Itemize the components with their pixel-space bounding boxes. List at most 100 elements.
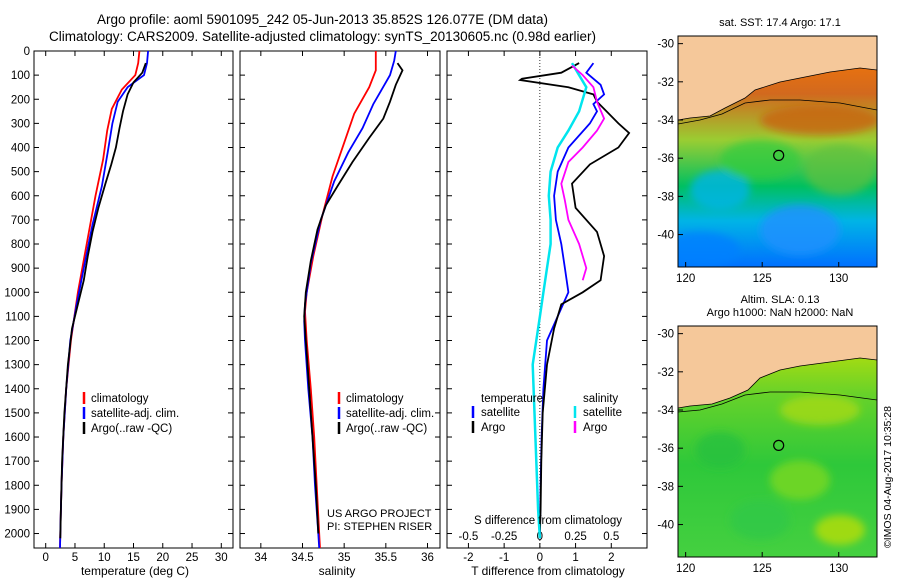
- legend-t-argo: Argo: [481, 422, 505, 434]
- profile-panel-salinity: 34 34.5 35 35.5 36: [239, 50, 441, 564]
- x-tick-label: -1: [499, 552, 509, 564]
- map-y-tick-label: -36: [657, 153, 674, 165]
- y-tick-label: 1800: [4, 480, 30, 492]
- y-tick-label: 500: [11, 167, 30, 179]
- y-tick-label: 1900: [4, 504, 30, 516]
- float-location-marker: [773, 149, 785, 161]
- y-tick-label: 300: [11, 118, 30, 130]
- map-y-tick-label: -38: [657, 191, 674, 203]
- sla-map-title-line2: Argo h1000: NaN h2000: NaN: [707, 307, 854, 319]
- sla-map: Altim. SLA: 0.13 Argo h1000: NaN h2000: …: [657, 294, 878, 575]
- legend-climatology: climatology: [346, 393, 404, 405]
- figure-title-line2: Climatology: CARS2009. Satellite-adjuste…: [48, 29, 597, 44]
- project-line1: US ARGO PROJECT: [327, 508, 432, 520]
- x-tick-label: 15: [127, 552, 140, 564]
- series-line: [303, 62, 404, 534]
- y-tick-label: 600: [11, 191, 30, 203]
- map-x-tick-label: 130: [829, 563, 848, 575]
- legend-satellite: satellite-adj. clim.: [346, 408, 434, 420]
- x-tick-label: 35: [338, 552, 351, 564]
- legend-climatology: climatology: [91, 393, 149, 405]
- map-y-tick-label: -38: [657, 481, 674, 493]
- x-tick-label: 36: [421, 552, 434, 564]
- t-difference-axis-label: T difference from climatology: [471, 564, 625, 578]
- map-y-tick-label: -32: [657, 367, 674, 379]
- x-tick-label: -2: [463, 552, 473, 564]
- series-line: [531, 62, 588, 539]
- y-tick-label: 1300: [4, 360, 30, 372]
- x-tick-label: 30: [215, 552, 228, 564]
- map-y-tick-label: -34: [657, 405, 674, 417]
- map-x-tick-label: 120: [676, 273, 695, 285]
- map-y-tick-label: -36: [657, 443, 674, 455]
- sst-map-title: sat. SST: 17.4 Argo: 17.1: [719, 17, 841, 29]
- y-tick-label: 700: [11, 215, 30, 227]
- y-tick-label: 200: [11, 94, 30, 106]
- y-tick-label: 2000: [4, 529, 30, 541]
- difference-legend: temperature salinity satellite Argo sate…: [471, 393, 622, 434]
- y-tick-label: 1000: [4, 287, 30, 299]
- figure-title-line1: Argo profile: aoml 5901095_242 05-Jun-20…: [96, 12, 549, 27]
- legend-salinity-heading: salinity: [583, 393, 618, 405]
- s-tick-label: -0.25: [491, 531, 517, 543]
- project-line2: PI: STEPHEN RISER: [327, 521, 432, 533]
- legend-satellite: satellite-adj. clim.: [91, 408, 179, 420]
- s-difference-axis-label: S difference from climatology: [474, 515, 622, 527]
- y-tick-label: 1200: [4, 336, 30, 348]
- y-tick-label: 100: [11, 70, 30, 82]
- map-x-tick-label: 120: [676, 563, 695, 575]
- legend-s-satellite: satellite: [583, 407, 622, 419]
- map-y-tick-label: -34: [657, 115, 674, 127]
- map-y-tick-label: -30: [657, 39, 674, 51]
- x-tick-label: 35.5: [375, 552, 397, 564]
- map-x-tick-label: 125: [753, 273, 772, 285]
- y-tick-label: 1400: [4, 384, 30, 396]
- y-tick-label: 400: [11, 143, 30, 155]
- sla-map-title-line1: Altim. SLA: 0.13: [741, 294, 820, 306]
- map-x-tick-label: 125: [753, 563, 772, 575]
- map-x-tick-label: 130: [829, 273, 848, 285]
- legend-s-argo: Argo: [583, 422, 607, 434]
- float-location-marker: [773, 439, 785, 451]
- series-line: [539, 62, 606, 539]
- s-tick-label: -0.5: [459, 531, 479, 543]
- plot-frame: [239, 50, 441, 549]
- y-tick-label: 900: [11, 263, 30, 275]
- temperature-axis-label: temperature (deg C): [81, 564, 189, 578]
- x-tick-label: 20: [156, 552, 169, 564]
- series-line: [517, 62, 631, 534]
- x-tick-label: 34: [254, 552, 267, 564]
- map-y-tick-label: -40: [657, 520, 674, 532]
- x-tick-label: 1: [572, 552, 578, 564]
- profile-panel-difference: -2 -1 0 1 2-0.5 -0.25 0 0.25 0.5: [446, 50, 648, 564]
- series-line: [560, 64, 606, 281]
- y-tick-label: 1100: [5, 311, 30, 323]
- s-tick-label: 0.5: [603, 531, 619, 543]
- legend-t-satellite: satellite: [481, 407, 520, 419]
- legend-argo: Argo(..raw -QC): [346, 423, 427, 435]
- profile-panel-temperature: 0 5 10 15 20 25 300100200300400500600700800900…: [4, 46, 234, 564]
- salinity-axis-label: salinity: [319, 564, 356, 578]
- x-tick-label: 34.5: [291, 552, 313, 564]
- plot-frame: [446, 50, 648, 549]
- legend-argo: Argo(..raw -QC): [91, 423, 172, 435]
- map-y-tick-label: -40: [657, 230, 674, 242]
- credit-text: ©IMOS 04-Aug-2017 10:35:28: [882, 406, 894, 548]
- y-tick-label: 1600: [4, 432, 30, 444]
- s-tick-label: 0.25: [564, 531, 586, 543]
- y-tick-label: 800: [11, 239, 30, 251]
- y-tick-label: 1500: [4, 408, 30, 420]
- plot-frame: [33, 50, 234, 549]
- map-y-tick-label: -30: [657, 329, 674, 341]
- x-tick-label: 0: [537, 552, 543, 564]
- map-y-tick-label: -32: [657, 77, 674, 89]
- series-line: [59, 62, 147, 539]
- x-tick-label: 10: [98, 552, 111, 564]
- x-tick-label: 0: [43, 552, 49, 564]
- x-tick-label: 5: [72, 552, 78, 564]
- y-tick-label: 0: [24, 46, 30, 58]
- sst-map: sat. SST: 17.4 Argo: 17.1 120 125 130 -30 -3…: [657, 17, 878, 285]
- legend-temperature-heading: temperature: [481, 393, 543, 405]
- temperature-legend: climatology satellite-adj. clim. Argo(..…: [82, 392, 179, 435]
